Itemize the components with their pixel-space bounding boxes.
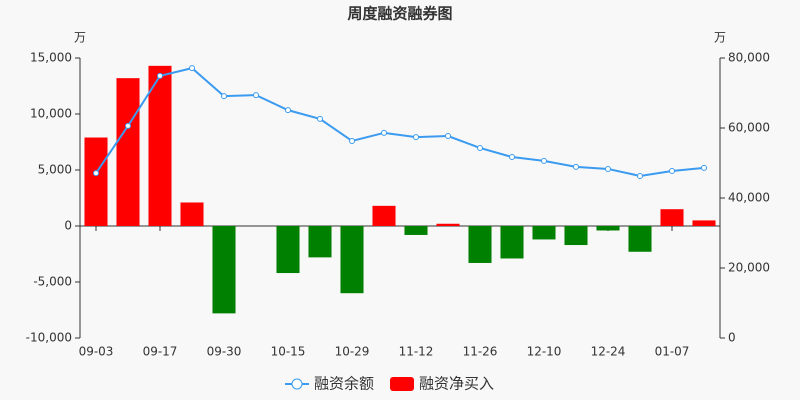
bar bbox=[180, 202, 204, 226]
bar bbox=[276, 226, 300, 274]
bar bbox=[436, 223, 460, 226]
y-tick-label: -10,000 bbox=[26, 331, 72, 345]
line-point bbox=[605, 165, 611, 172]
bar bbox=[660, 209, 684, 226]
x-tick-label: 11-26 bbox=[463, 345, 498, 359]
y2-tick-label: 80,000 bbox=[728, 51, 770, 65]
x-tick-label: 10-29 bbox=[335, 345, 370, 359]
x-tick-label: 09-17 bbox=[143, 345, 178, 359]
bar bbox=[84, 137, 108, 226]
x-tick-label: 09-30 bbox=[207, 345, 242, 359]
y-tick-label: -5,000 bbox=[33, 275, 72, 289]
line-point bbox=[317, 115, 323, 122]
y-unit: 万 bbox=[74, 31, 86, 45]
line-point bbox=[189, 65, 195, 72]
y-tick-label: 15,000 bbox=[30, 51, 72, 65]
bar bbox=[212, 226, 236, 314]
line-point bbox=[285, 107, 291, 114]
legend-label: 融资净买入 bbox=[419, 375, 494, 393]
y-tick-label: 10,000 bbox=[30, 107, 72, 121]
line-point bbox=[381, 129, 387, 136]
y2-tick-label: 60,000 bbox=[728, 121, 770, 135]
y2-tick-label: 40,000 bbox=[728, 191, 770, 205]
line-point bbox=[349, 137, 355, 144]
line-point bbox=[157, 72, 163, 79]
legend-swatch bbox=[390, 377, 415, 391]
x-tick-label: 12-10 bbox=[527, 345, 562, 359]
line-point bbox=[541, 157, 547, 164]
bar bbox=[308, 226, 332, 258]
line-point bbox=[573, 163, 579, 170]
bar bbox=[372, 205, 396, 226]
bar bbox=[404, 226, 428, 235]
line-point bbox=[93, 170, 99, 177]
line-point bbox=[637, 172, 643, 179]
line bbox=[95, 67, 705, 177]
bar bbox=[340, 226, 364, 294]
line-point bbox=[445, 133, 451, 140]
bar bbox=[596, 226, 620, 231]
bar bbox=[148, 65, 172, 226]
bar bbox=[564, 226, 588, 246]
line-point bbox=[669, 168, 675, 175]
bar bbox=[692, 220, 716, 226]
bar bbox=[500, 226, 524, 259]
line-point bbox=[701, 164, 707, 171]
y2-tick-label: 0 bbox=[728, 331, 736, 345]
y2-unit: 万 bbox=[714, 31, 726, 45]
line-point bbox=[221, 93, 227, 100]
y-tick-label: 5,000 bbox=[38, 163, 72, 177]
bar bbox=[468, 226, 492, 263]
line-point bbox=[253, 92, 259, 99]
x-tick-label: 11-12 bbox=[399, 345, 434, 359]
chart-title: 周度融资融券图 bbox=[347, 5, 452, 23]
legend-swatch bbox=[291, 378, 303, 390]
x-tick-label: 09-03 bbox=[79, 345, 114, 359]
x-tick-label: 10-15 bbox=[271, 345, 306, 359]
y-tick-label: 0 bbox=[64, 219, 72, 233]
line-point bbox=[477, 144, 483, 151]
x-tick-label: 12-24 bbox=[591, 345, 626, 359]
line-point bbox=[125, 122, 131, 129]
x-tick-label: 01-07 bbox=[655, 345, 690, 359]
line-point bbox=[509, 154, 515, 161]
bar bbox=[628, 226, 652, 252]
legend-label: 融资余额 bbox=[314, 375, 374, 393]
bar bbox=[116, 78, 140, 226]
line-point bbox=[413, 134, 419, 141]
bar bbox=[532, 226, 556, 240]
y2-tick-label: 20,000 bbox=[728, 261, 770, 275]
